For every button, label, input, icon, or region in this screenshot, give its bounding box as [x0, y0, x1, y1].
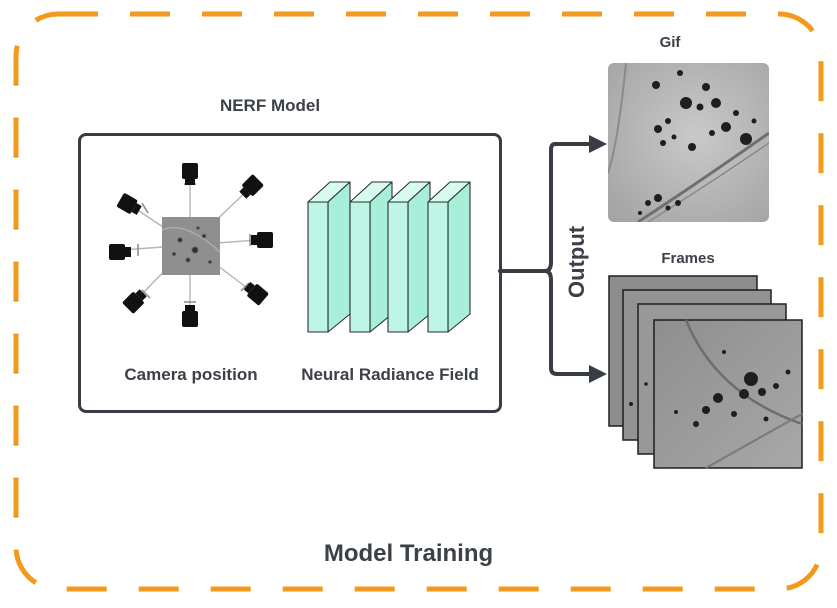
arrow-to-frames-icon — [589, 365, 607, 383]
camera-icons — [109, 163, 273, 327]
neural-radiance-field-label: Neural Radiance Field — [301, 365, 479, 384]
sample-micrograph-thumbnail — [161, 217, 221, 275]
arrow-to-gif-icon — [589, 135, 607, 153]
nerf-layer-2 — [349, 181, 393, 333]
nerf-layer-3 — [387, 181, 431, 333]
frames-output-stack — [608, 275, 803, 469]
gif-output-image — [608, 63, 769, 222]
diagram-title: Model Training — [323, 540, 494, 567]
frame-4 — [653, 319, 803, 469]
nerf-layer-4 — [427, 181, 471, 333]
nerf-layer-1 — [307, 181, 351, 333]
nerf-model-title: NERF Model — [219, 96, 321, 115]
output-label: Output — [564, 225, 589, 298]
gif-label: Gif — [659, 34, 681, 51]
frames-label: Frames — [661, 250, 715, 267]
camera-position-label: Camera position — [124, 365, 258, 384]
neural-radiance-field-graphic — [307, 181, 471, 333]
camera-rig — [109, 163, 273, 327]
output-connector — [498, 135, 607, 383]
